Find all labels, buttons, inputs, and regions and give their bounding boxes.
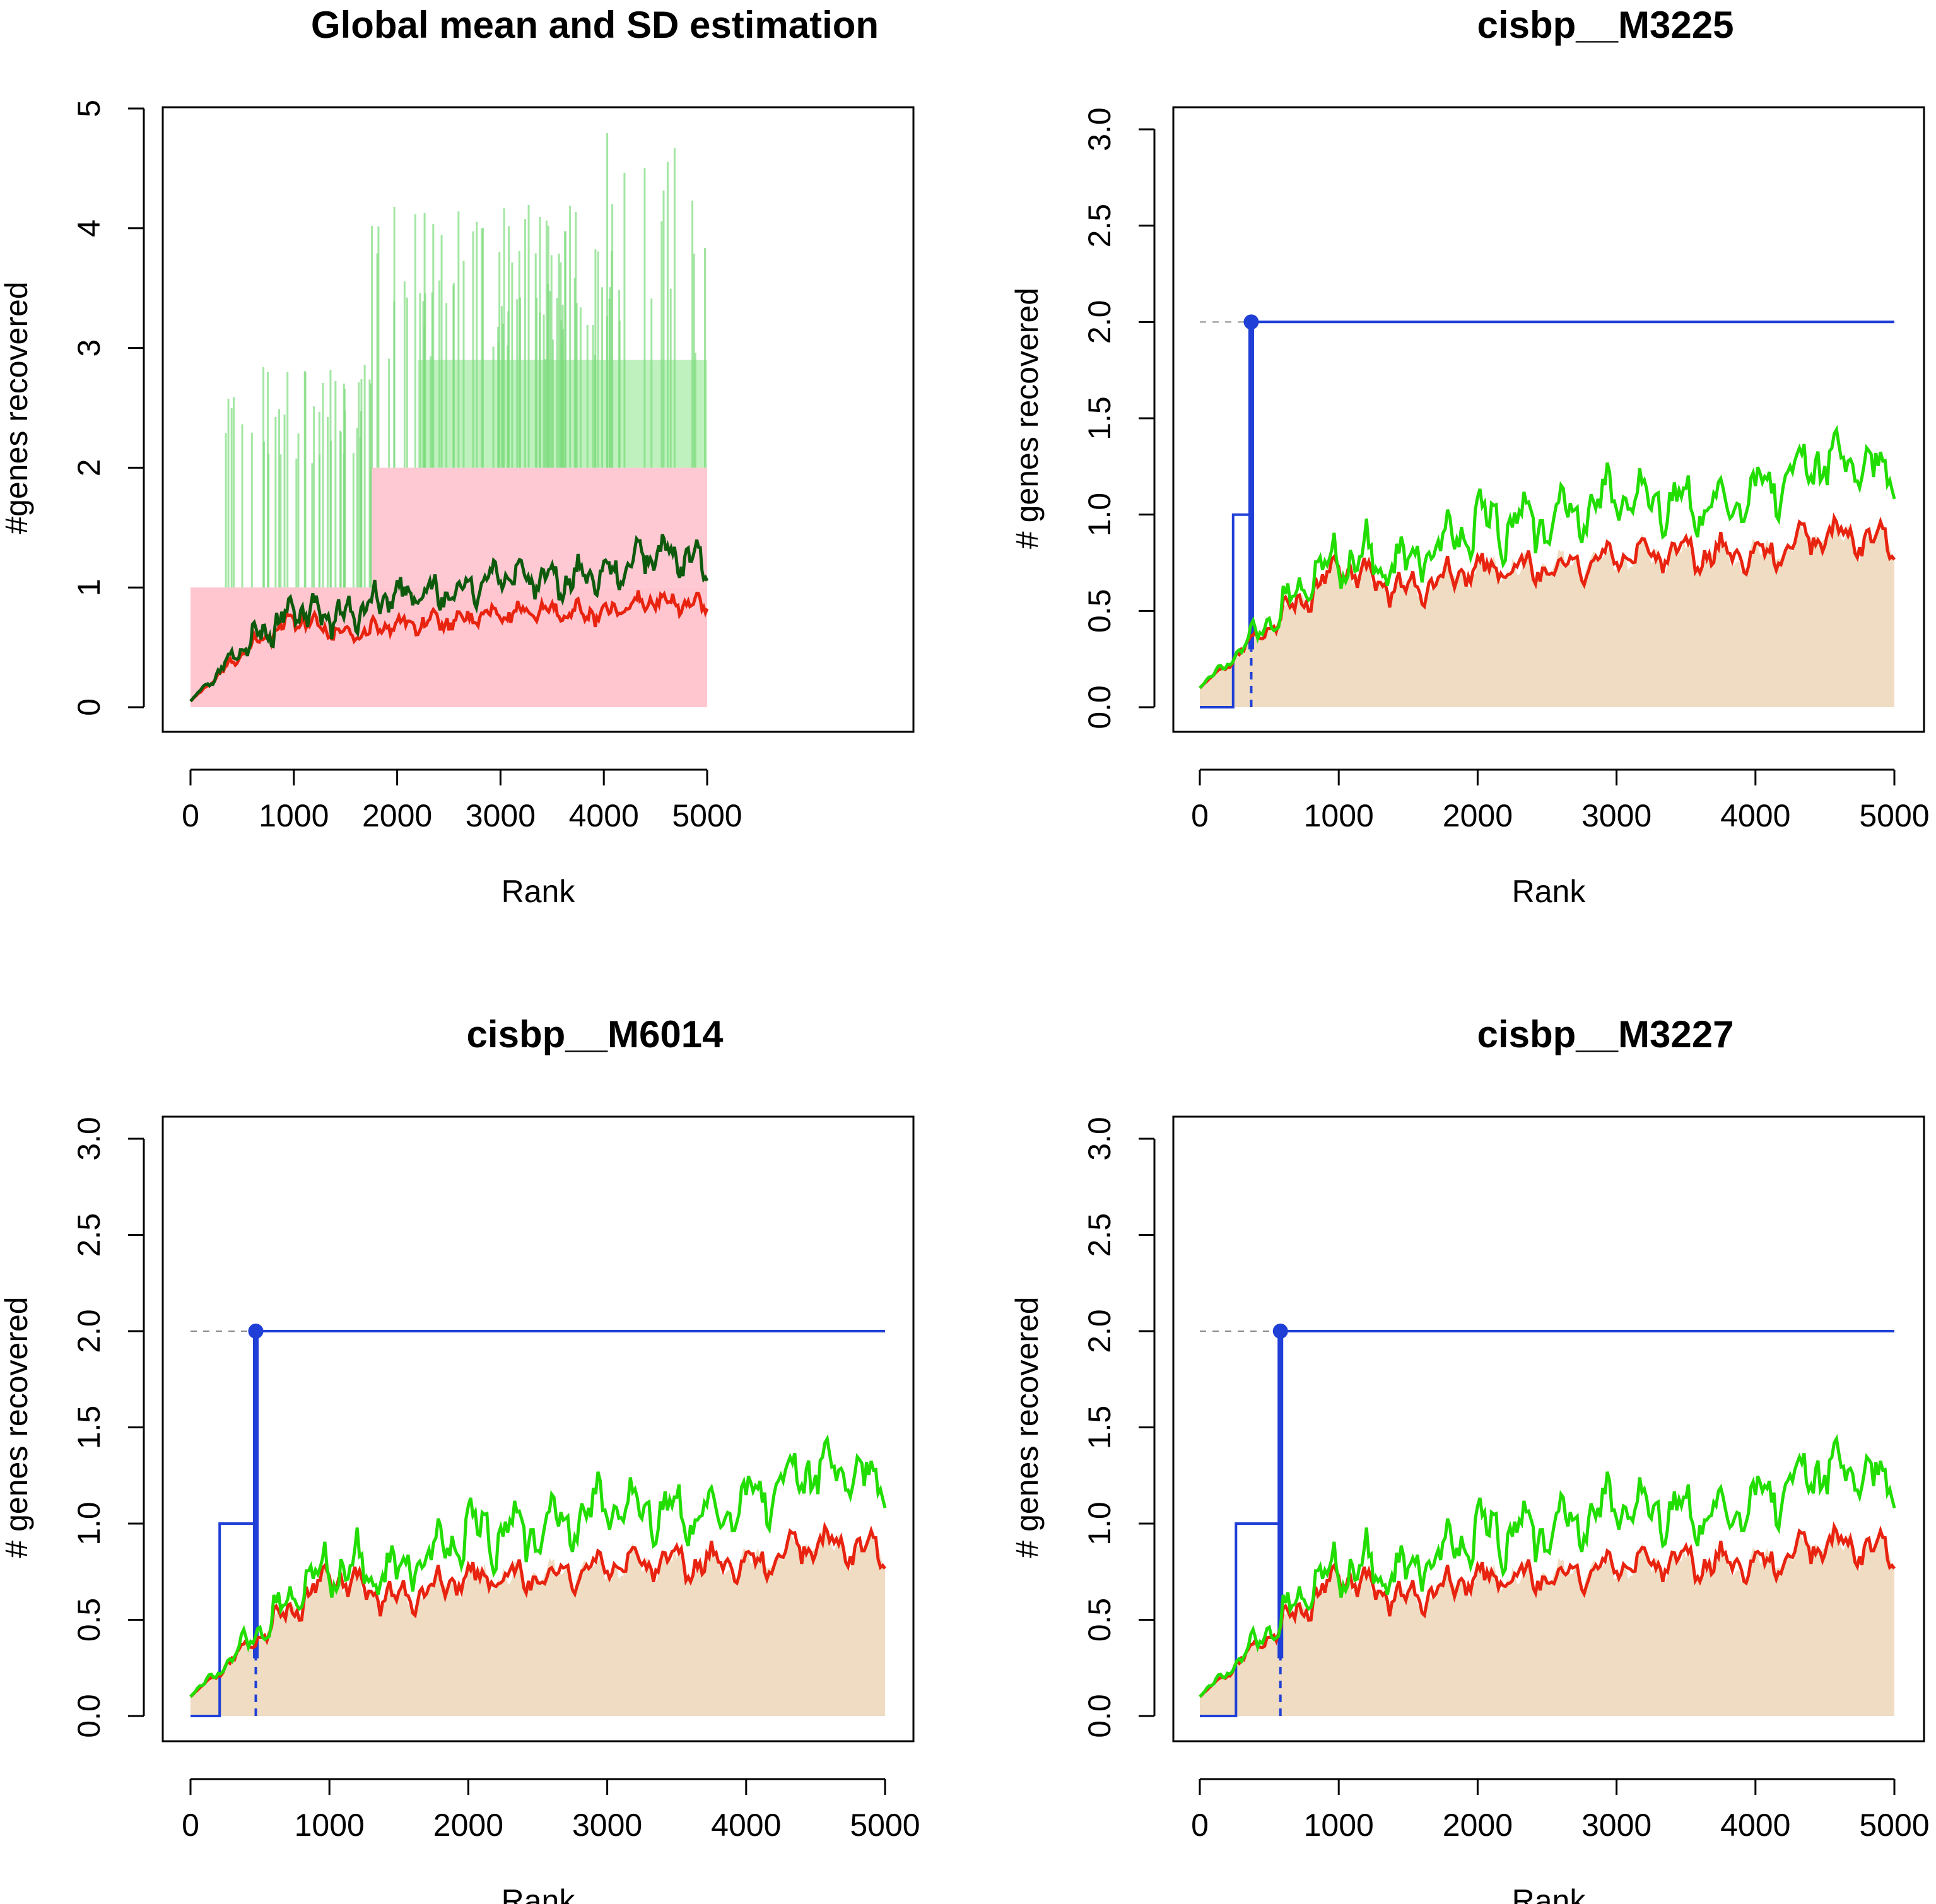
threshold-point <box>1243 314 1259 330</box>
x-tick-label: 5000 <box>1859 798 1929 833</box>
series-line-motif <box>1200 320 1894 708</box>
x-tick-label: 0 <box>182 798 199 833</box>
y-tick-label: 0.0 <box>1082 685 1117 729</box>
series-line-mean-2sd <box>1199 425 1896 690</box>
x-axis-title: Rank <box>1512 1883 1587 1904</box>
series-line-mean <box>189 590 709 703</box>
y-tick-label: 1.0 <box>1082 493 1117 537</box>
y-tick-label: 3.0 <box>1082 1117 1117 1161</box>
sd-band-low <box>191 587 707 707</box>
y-tick-label: 0 <box>71 698 107 716</box>
mean-area <box>191 1527 885 1716</box>
y-axis-title: # genes recovered <box>0 1296 34 1558</box>
x-tick-label: 4000 <box>711 1807 781 1843</box>
x-tick-label: 3000 <box>1581 798 1651 833</box>
chart-title: cisbp__M3225 <box>1477 4 1734 46</box>
x-tick-label: 2000 <box>433 1807 503 1843</box>
y-tick-label: 1 <box>71 579 107 596</box>
y-tick-label: 2.0 <box>71 1309 107 1353</box>
y-tick-label: 0.0 <box>71 1694 107 1738</box>
x-axis-title: Rank <box>502 1883 576 1904</box>
y-axis-title: # genes recovered <box>1009 288 1045 549</box>
x-tick-label: 0 <box>1191 1807 1209 1843</box>
x-tick-label: 3000 <box>572 1807 642 1843</box>
x-tick-label: 2000 <box>1443 1807 1513 1843</box>
chart-title: cisbp__M6014 <box>467 1013 724 1055</box>
y-tick-label: 2 <box>71 459 107 476</box>
plot-frame <box>161 1115 915 1742</box>
sd-band-high <box>371 467 707 588</box>
x-tick-label: 2000 <box>1443 798 1513 833</box>
x-tick-label: 4000 <box>569 798 639 833</box>
panel-4: cisbp__M3227 0 1000 2000 3000 4000 5000 Rank 0.0… <box>1009 1013 1930 1904</box>
plot-frame <box>1172 1115 1925 1742</box>
x-tick-label: 2000 <box>362 798 432 833</box>
y-axis-title: # genes recovered <box>1009 1296 1045 1558</box>
series-line-motif <box>191 1330 885 1717</box>
y-tick-label: 3.0 <box>1082 107 1117 151</box>
x-tick-label: 3000 <box>466 798 536 833</box>
threshold-point <box>1272 1324 1288 1339</box>
threshold-point <box>248 1324 264 1339</box>
y-tick-label: 2.0 <box>1082 300 1117 344</box>
x-tick-label: 5000 <box>672 798 742 833</box>
plot-frame <box>161 106 915 733</box>
series-line-mean-2sd <box>189 1434 887 1698</box>
y-tick-label: 2.0 <box>1082 1309 1117 1353</box>
x-tick-label: 1000 <box>295 1807 365 1843</box>
mean-area <box>1200 1527 1894 1716</box>
y-tick-label: 3 <box>71 339 107 357</box>
y-tick-label: 0.5 <box>1082 1598 1117 1642</box>
x-tick-label: 3000 <box>1581 1807 1651 1843</box>
series-line-mean-2sd <box>1199 1434 1896 1698</box>
x-tick-label: 0 <box>182 1807 199 1843</box>
y-axis-title: #genes recovered <box>0 281 34 534</box>
panel-2: cisbp__M3225 0 1000 2000 3000 4000 5000 Rank 0.0… <box>1009 4 1930 909</box>
x-tick-label: 1000 <box>259 798 329 833</box>
series-line-motif <box>1200 1330 1894 1717</box>
x-tick-label: 4000 <box>1720 798 1790 833</box>
mean-area <box>1200 518 1894 707</box>
y-tick-label: 1.5 <box>71 1406 107 1450</box>
y-tick-label: 2.5 <box>71 1213 107 1257</box>
series-line-mean-2sd <box>189 534 709 703</box>
x-axis-title: Rank <box>502 874 576 909</box>
y-tick-label: 1.0 <box>1082 1501 1117 1546</box>
y-tick-label: 1.5 <box>1082 396 1117 440</box>
y-tick-label: 0.5 <box>1082 589 1117 633</box>
y-tick-label: 2.5 <box>1082 204 1117 248</box>
y-tick-label: 4 <box>71 220 107 237</box>
panel-3: cisbp__M6014 0 1000 2000 3000 4000 5000 Rank 0.0… <box>0 1013 920 1904</box>
y-tick-label: 1.0 <box>71 1501 107 1546</box>
x-tick-label: 5000 <box>1859 1807 1929 1843</box>
y-tick-label: 5 <box>71 100 107 117</box>
x-axis-title: Rank <box>1512 874 1587 909</box>
y-tick-label: 0.5 <box>71 1598 107 1642</box>
y-tick-label: 0.0 <box>1082 1694 1117 1738</box>
chart-title: Global mean and SD estimation <box>311 4 879 46</box>
x-tick-label: 0 <box>1191 798 1209 833</box>
chart-title: cisbp__M3227 <box>1477 1013 1734 1055</box>
y-tick-label: 1.5 <box>1082 1406 1117 1450</box>
x-tick-label: 5000 <box>850 1807 920 1843</box>
plot-frame <box>1172 106 1925 733</box>
x-tick-label: 4000 <box>1720 1807 1790 1843</box>
y-tick-label: 2.5 <box>1082 1213 1117 1257</box>
x-tick-label: 1000 <box>1304 798 1374 833</box>
y-tick-label: 3.0 <box>71 1117 107 1161</box>
x-tick-label: 1000 <box>1304 1807 1374 1843</box>
